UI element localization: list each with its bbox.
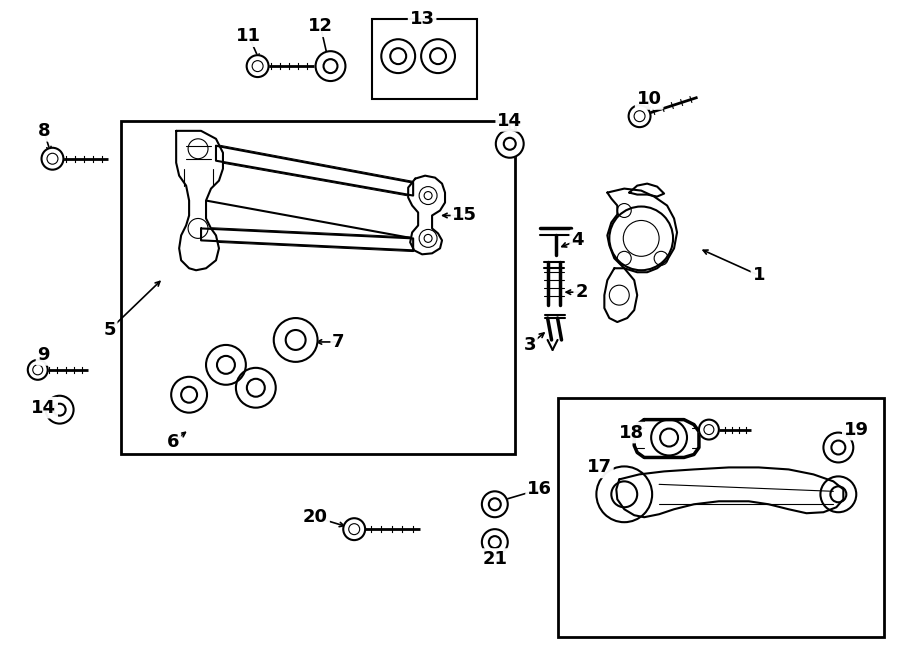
Circle shape [343,518,365,540]
Text: 18: 18 [618,424,644,442]
Circle shape [482,491,508,517]
Circle shape [46,396,74,424]
Text: 10: 10 [636,90,662,108]
Circle shape [496,130,524,158]
Text: 2: 2 [575,283,588,301]
Polygon shape [604,268,637,322]
Circle shape [171,377,207,412]
Circle shape [206,345,246,385]
Circle shape [597,467,652,522]
Circle shape [274,318,318,362]
Text: 7: 7 [332,333,345,351]
Text: 13: 13 [410,11,435,28]
Text: 17: 17 [587,459,612,477]
Circle shape [482,529,508,555]
Circle shape [628,105,651,127]
Polygon shape [629,184,664,196]
Text: 14: 14 [497,112,522,130]
Polygon shape [409,176,445,254]
Circle shape [824,432,853,463]
Text: 9: 9 [38,346,50,364]
Circle shape [316,51,346,81]
Text: 14: 14 [32,399,56,416]
Bar [557,398,884,637]
Circle shape [247,55,268,77]
Polygon shape [201,229,413,251]
Bar [122,121,515,455]
Circle shape [28,360,48,380]
Text: 16: 16 [527,481,552,498]
Polygon shape [176,131,223,270]
Polygon shape [616,467,843,517]
Polygon shape [608,188,677,272]
Text: 8: 8 [38,122,50,140]
Bar [373,19,477,99]
Text: 4: 4 [572,231,584,249]
Text: 6: 6 [166,432,179,451]
Circle shape [41,148,63,170]
Text: 1: 1 [752,266,765,284]
Polygon shape [634,420,699,457]
Polygon shape [216,146,413,196]
Text: 20: 20 [303,508,328,526]
Circle shape [421,39,455,73]
Text: 15: 15 [453,206,477,225]
Text: 3: 3 [524,336,536,354]
Circle shape [699,420,719,440]
Text: 19: 19 [844,420,868,439]
Circle shape [382,39,415,73]
Text: 5: 5 [104,321,116,339]
Circle shape [821,477,856,512]
Circle shape [236,368,275,408]
Circle shape [652,420,687,455]
Text: 21: 21 [482,550,508,568]
Text: 12: 12 [308,17,333,35]
Text: 11: 11 [237,27,261,45]
